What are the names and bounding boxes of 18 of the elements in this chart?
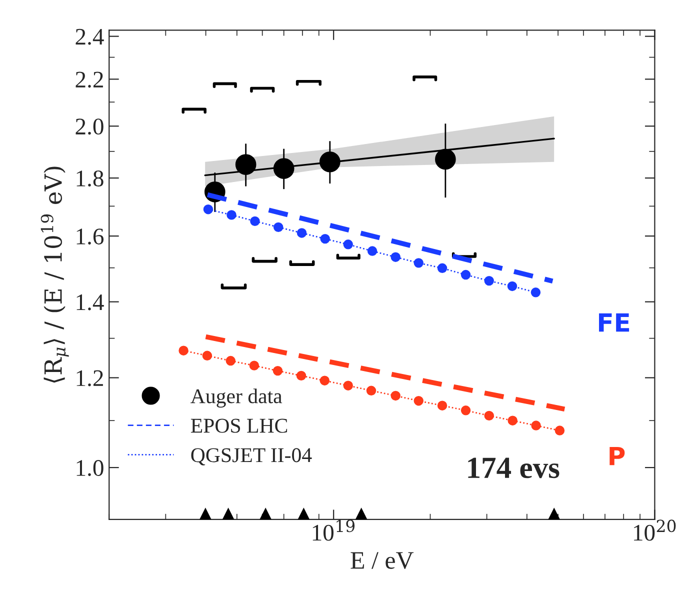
y-axis-title: ⟨R$_{μ}$⟩ / (E / 10$^{19}$ eV) xyxy=(40,166,69,383)
legend-label: QGSJET II-04 xyxy=(191,448,312,466)
y-tick-label: 1.0 xyxy=(76,460,104,476)
y-tick-label: 2.4 xyxy=(76,28,104,45)
y-tick-label: 1.2 xyxy=(76,370,103,386)
y-tick-label: 2.2 xyxy=(76,72,103,88)
annotation: P xyxy=(610,446,625,466)
legend-label: Auger data xyxy=(190,388,282,408)
annotation: FE xyxy=(599,313,630,332)
x-tick-label: 10$^{19}$ xyxy=(312,520,355,541)
x-tick-label: 10$^{20}$ xyxy=(634,520,676,541)
y-tick-label: 1.4 xyxy=(76,294,104,310)
legend-label: EPOS LHC xyxy=(190,418,288,433)
x-axis-title: E / eV xyxy=(350,552,414,569)
annotation: 174 evs xyxy=(468,458,560,478)
y-tick-label: 1.6 xyxy=(76,228,104,245)
y-tick-label: 2.0 xyxy=(76,118,104,135)
y-tick-label: 1.8 xyxy=(76,170,104,187)
